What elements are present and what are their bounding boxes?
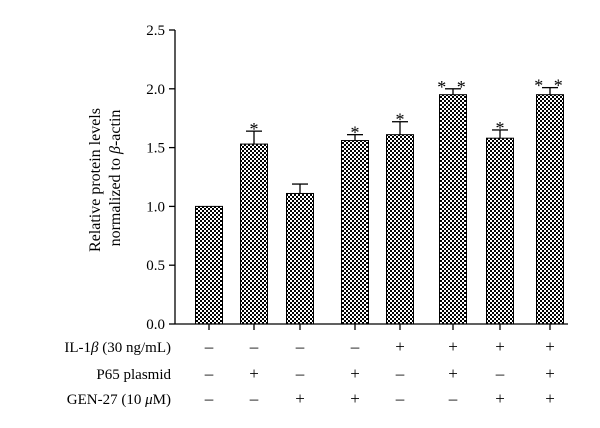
y-axis-title-line1: Relative protein levels xyxy=(87,108,104,252)
condition-sign: + xyxy=(495,337,505,356)
bar xyxy=(439,94,467,325)
condition-label: IL-1β (30 ng/mL) xyxy=(64,340,171,356)
y-axis-title: Relative protein levels normalized to β-… xyxy=(87,104,124,252)
bar xyxy=(195,205,223,325)
y-axis: 0.0 0.5 1.0 1.5 2.0 2.5 xyxy=(146,23,176,333)
condition-sign: – xyxy=(204,389,214,408)
y-axis-title-line2-post: -actin xyxy=(107,110,124,146)
condition-sign: – xyxy=(495,364,505,383)
condition-label: P65 plasmid xyxy=(96,367,171,383)
y-tick-label: 0.5 xyxy=(146,258,165,274)
bar xyxy=(240,143,268,325)
condition-sign: – xyxy=(204,337,214,356)
bar xyxy=(386,134,414,325)
y-tick-label: 1.5 xyxy=(146,141,165,157)
bar xyxy=(486,137,514,325)
significance-marker: * * xyxy=(437,77,469,97)
condition-sign: – xyxy=(295,337,305,356)
condition-sign: + xyxy=(495,389,505,408)
y-axis-title-beta: β xyxy=(107,146,124,155)
significance-marker: * xyxy=(496,118,505,138)
condition-sign: + xyxy=(295,389,305,408)
condition-sign: – xyxy=(249,389,259,408)
condition-sign: + xyxy=(448,337,458,356)
y-tick-label: 2.5 xyxy=(146,23,165,39)
bar xyxy=(341,140,369,325)
bar xyxy=(536,94,564,325)
condition-sign: + xyxy=(395,337,405,356)
condition-sign: + xyxy=(249,364,259,383)
condition-sign: – xyxy=(295,364,305,383)
condition-sign: + xyxy=(350,389,360,408)
condition-table: IL-1β (30 ng/mL) – – – – + + + + P65 plasmid – + – + –… xyxy=(64,337,554,408)
condition-sign: – xyxy=(448,389,458,408)
significance-marker: * xyxy=(351,123,360,143)
significance-markers: * * * * * * * * xyxy=(250,76,566,143)
y-tick-label: 1.0 xyxy=(146,199,165,215)
condition-sign: – xyxy=(395,389,405,408)
condition-label: GEN-27 (10 μM) xyxy=(67,392,171,408)
condition-sign: – xyxy=(249,337,259,356)
significance-marker: * xyxy=(250,119,259,139)
condition-sign: + xyxy=(545,389,555,408)
condition-sign: + xyxy=(545,337,555,356)
y-tick-label: 0.0 xyxy=(146,317,165,333)
y-tick-label: 2.0 xyxy=(146,82,165,98)
significance-marker: * xyxy=(396,110,405,130)
condition-sign: – xyxy=(350,337,360,356)
condition-sign: + xyxy=(545,364,555,383)
condition-sign: + xyxy=(350,364,360,383)
x-axis xyxy=(175,323,568,330)
bar xyxy=(286,192,314,325)
significance-marker: * * xyxy=(534,76,566,96)
error-bars xyxy=(246,86,558,194)
condition-sign: – xyxy=(395,364,405,383)
y-axis-title-line2-pre: normalized to xyxy=(107,154,124,246)
condition-sign: – xyxy=(204,364,214,383)
condition-sign: + xyxy=(448,364,458,383)
bars xyxy=(195,94,564,325)
